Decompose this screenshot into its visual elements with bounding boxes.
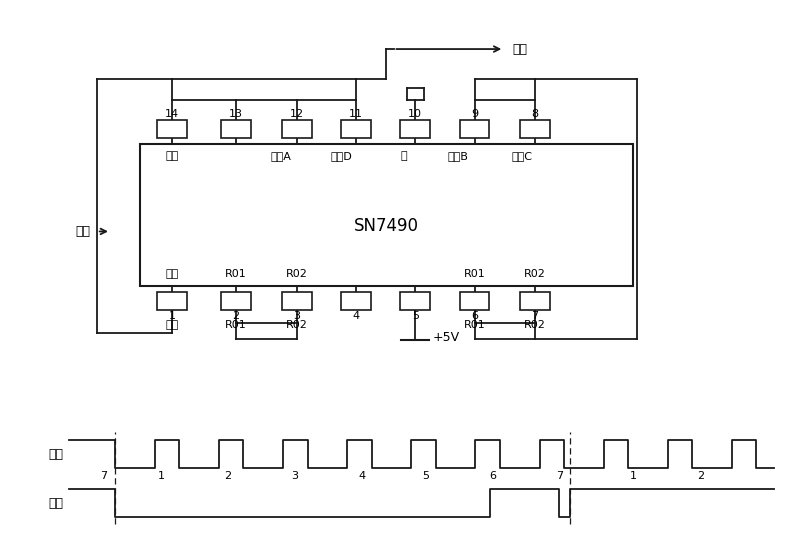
Text: R02: R02 xyxy=(524,270,546,279)
Text: 13: 13 xyxy=(229,109,243,119)
Text: 11: 11 xyxy=(349,109,363,119)
Bar xyxy=(460,120,489,138)
Text: +5V: +5V xyxy=(432,331,460,344)
Text: 2: 2 xyxy=(697,471,704,481)
Bar xyxy=(400,120,430,138)
Text: 输出: 输出 xyxy=(48,497,63,510)
Bar xyxy=(520,293,550,310)
Bar xyxy=(157,120,187,138)
Text: 输入: 输入 xyxy=(76,225,91,238)
Text: 5: 5 xyxy=(422,471,429,481)
Text: R02: R02 xyxy=(286,320,308,329)
Bar xyxy=(282,293,312,310)
Text: 输入: 输入 xyxy=(48,448,63,460)
Text: 4: 4 xyxy=(358,471,365,481)
Text: 10: 10 xyxy=(408,109,422,119)
Text: 1: 1 xyxy=(158,471,165,481)
Text: R01: R01 xyxy=(225,320,247,329)
Text: 输入: 输入 xyxy=(166,151,178,161)
Text: SN7490: SN7490 xyxy=(354,217,419,235)
Bar xyxy=(157,293,187,310)
Text: 输出: 输出 xyxy=(512,42,527,56)
Text: 7: 7 xyxy=(99,471,107,481)
Text: 输出B: 输出B xyxy=(448,151,469,161)
Text: 输出A: 输出A xyxy=(270,151,291,161)
Text: 7: 7 xyxy=(556,471,563,481)
Text: 地: 地 xyxy=(401,151,407,161)
Text: 5: 5 xyxy=(412,311,419,322)
Text: 3: 3 xyxy=(294,311,301,322)
Text: 3: 3 xyxy=(291,471,298,481)
Text: 2: 2 xyxy=(224,471,232,481)
Bar xyxy=(282,120,312,138)
Text: 输入: 输入 xyxy=(166,270,178,279)
Text: 14: 14 xyxy=(165,109,179,119)
Text: 输出D: 输出D xyxy=(331,151,352,161)
Text: 6: 6 xyxy=(489,471,496,481)
Text: R02: R02 xyxy=(286,270,308,279)
Bar xyxy=(221,293,251,310)
Text: R01: R01 xyxy=(225,270,247,279)
Text: 7: 7 xyxy=(531,311,538,322)
Text: 4: 4 xyxy=(353,311,360,322)
Bar xyxy=(460,293,489,310)
Text: 输入: 输入 xyxy=(166,320,178,329)
Text: 12: 12 xyxy=(290,109,304,119)
Bar xyxy=(221,120,251,138)
Text: 1: 1 xyxy=(169,311,175,322)
Text: 1: 1 xyxy=(630,471,637,481)
Text: R01: R01 xyxy=(464,320,485,329)
Text: 2: 2 xyxy=(233,311,240,322)
Text: R02: R02 xyxy=(524,320,546,329)
Bar xyxy=(400,293,430,310)
Text: 8: 8 xyxy=(531,109,538,119)
Bar xyxy=(341,293,371,310)
Text: R01: R01 xyxy=(464,270,485,279)
Text: 9: 9 xyxy=(471,109,478,119)
Bar xyxy=(341,120,371,138)
Bar xyxy=(520,120,550,138)
Bar xyxy=(140,144,634,286)
Text: 输出C: 输出C xyxy=(512,151,533,161)
Text: 6: 6 xyxy=(471,311,478,322)
